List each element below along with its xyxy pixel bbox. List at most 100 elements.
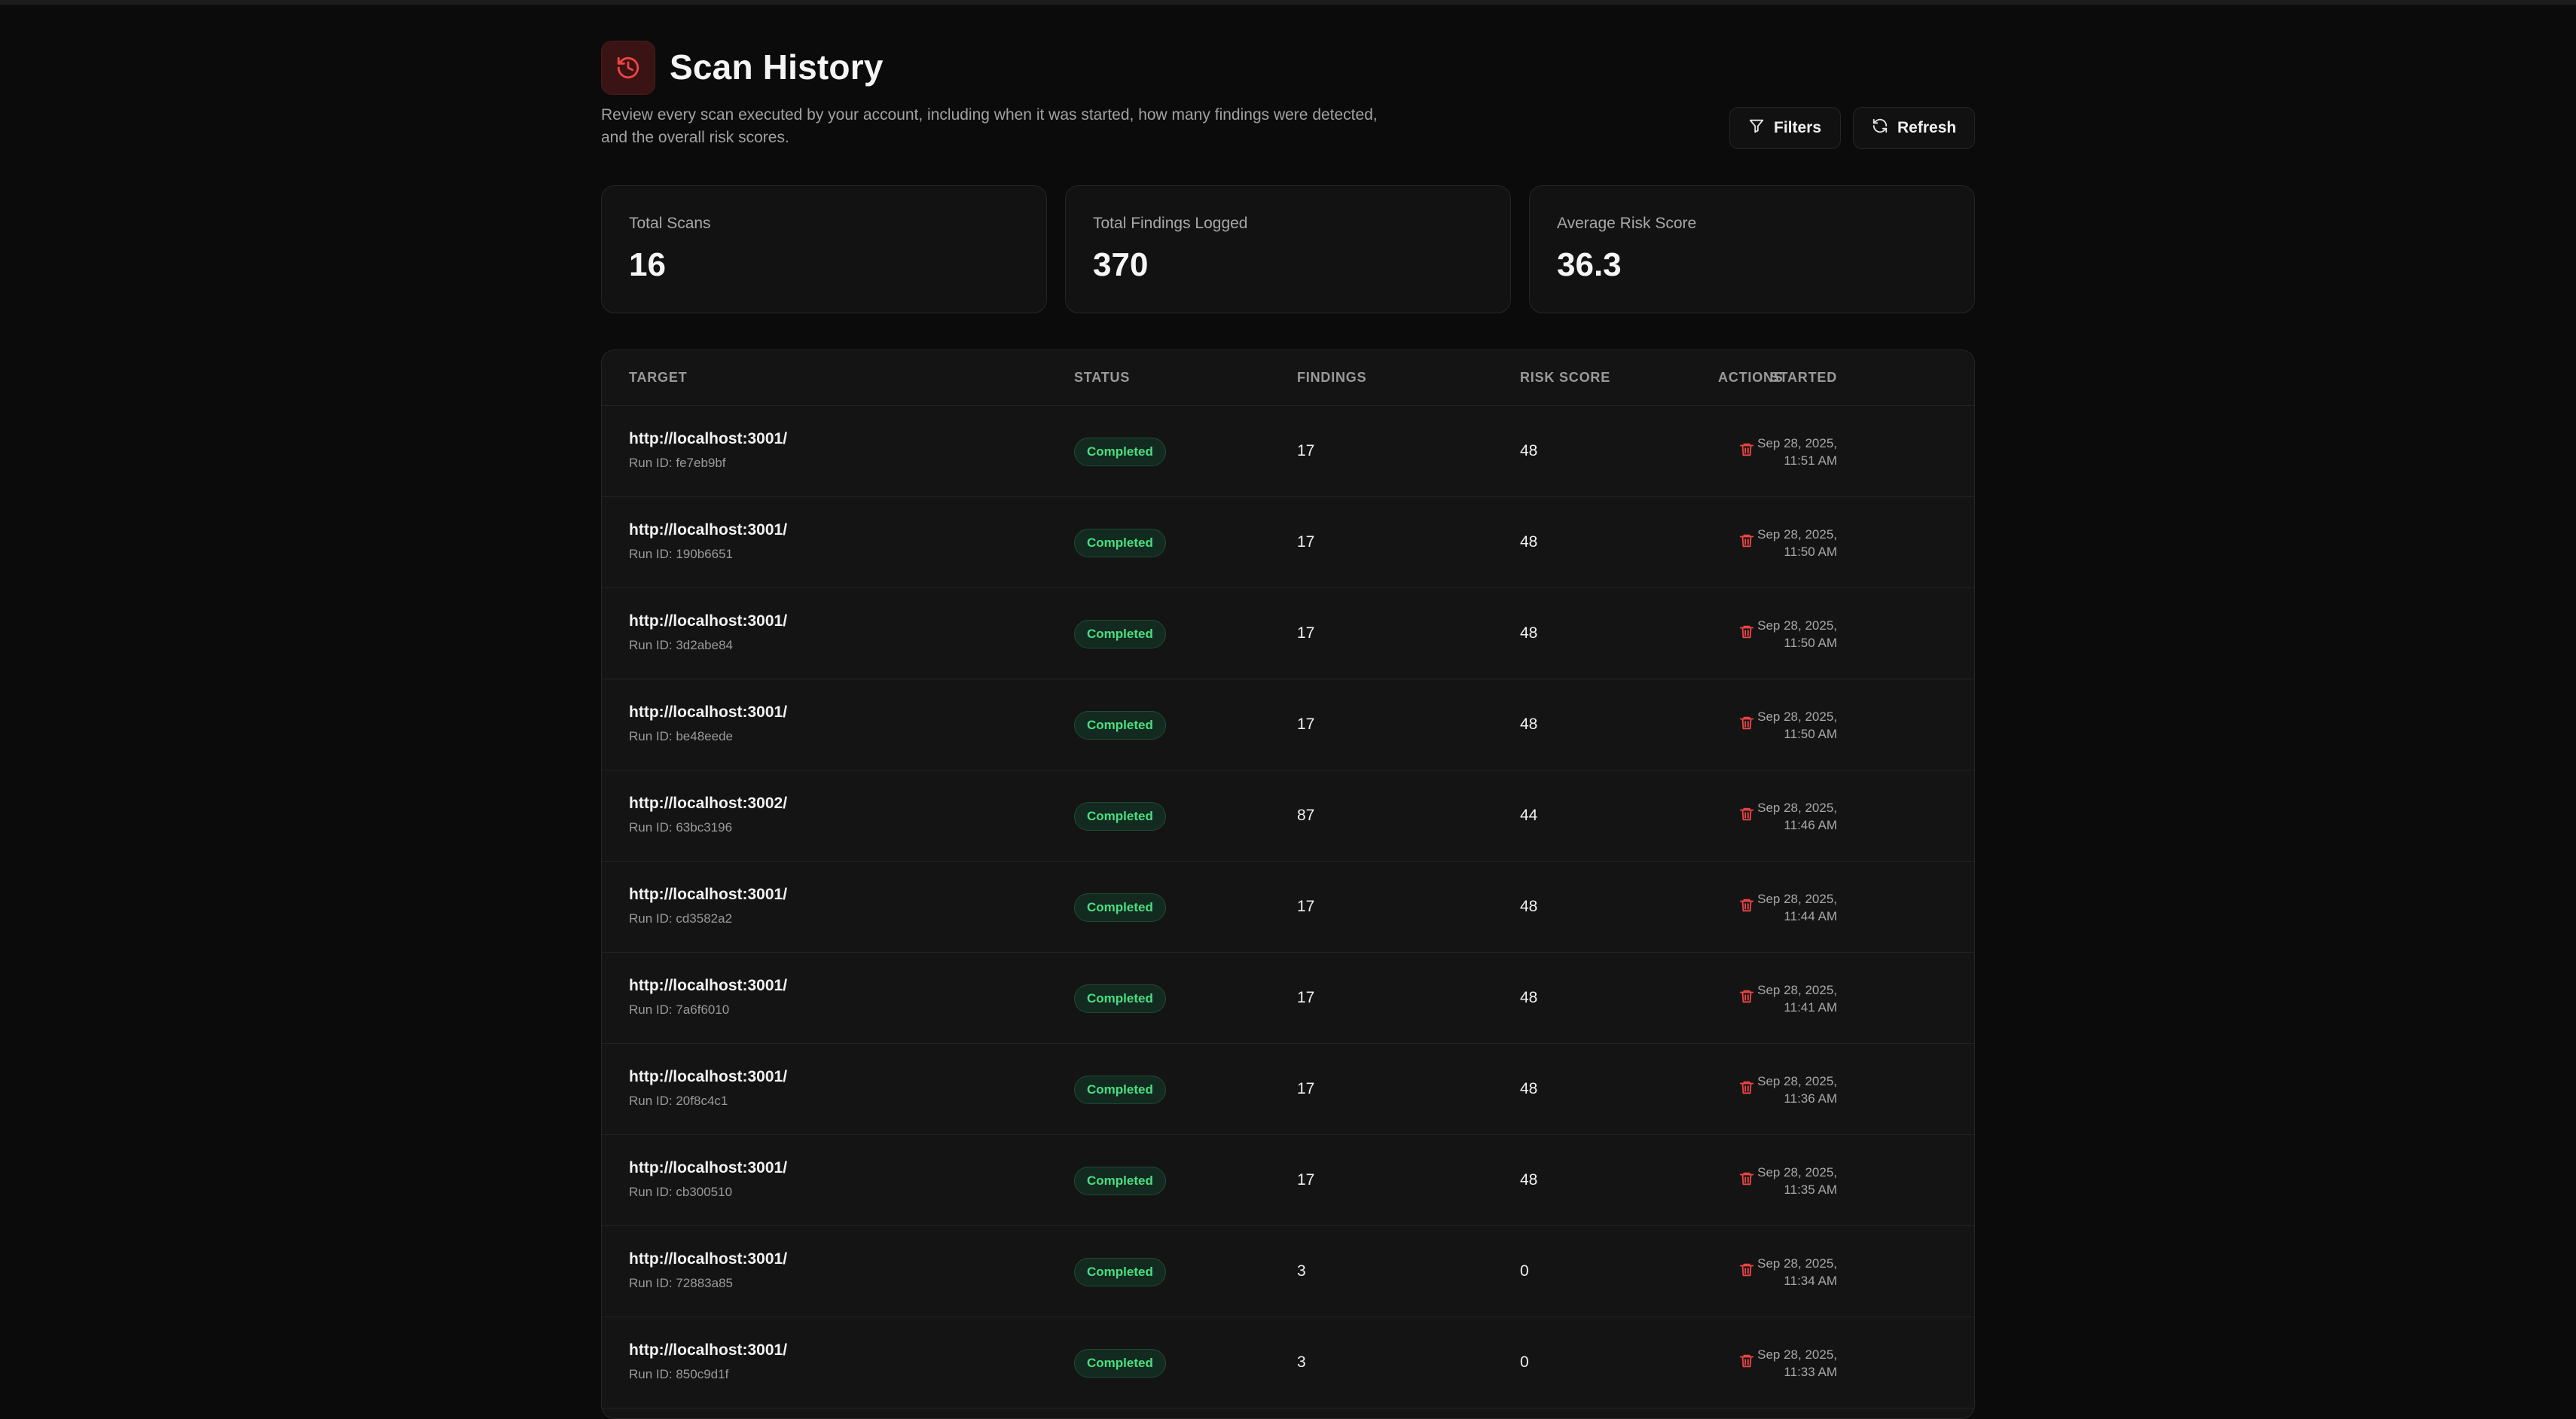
stat-label: Total Findings Logged — [1093, 215, 1248, 232]
table-row[interactable]: http://localhost:3001/Run ID: 190b6651 Co… — [602, 497, 1974, 588]
table-row[interactable]: http://localhost:3001/Run ID: cb300510 Co… — [602, 1135, 1974, 1226]
findings-count: 3 — [1297, 1262, 1306, 1280]
table-row[interactable]: http://localhost:3001/Run ID: fe7eb9bf Co… — [602, 406, 1974, 497]
started-date: Sep 28, 2025, — [1757, 618, 1837, 633]
status-badge: Completed — [1074, 620, 1166, 648]
delete-button[interactable] — [1735, 895, 1759, 919]
findings-count: 17 — [1297, 989, 1315, 1006]
started-date: Sep 28, 2025, — [1757, 1347, 1837, 1362]
risk-score: 48 — [1520, 716, 1538, 733]
table-row[interactable]: http://localhost:3001/Run ID: 20f8c4c1 Co… — [602, 1044, 1974, 1135]
table-row[interactable]: http://localhost:3002/Run ID: 63bc3196 Co… — [602, 771, 1974, 862]
filter-icon — [1748, 117, 1765, 139]
trash-icon — [1738, 715, 1755, 735]
target-url[interactable]: http://localhost:3002/ — [629, 795, 788, 812]
run-id: Run ID: cb300510 — [629, 1185, 733, 1199]
run-id: Run ID: 20f8c4c1 — [629, 1094, 728, 1108]
risk-score: 48 — [1520, 1080, 1538, 1097]
delete-button[interactable] — [1735, 804, 1759, 828]
delete-button[interactable] — [1735, 530, 1759, 554]
refresh-button[interactable]: Refresh — [1853, 107, 1975, 149]
started-timestamp: Sep 28, 2025, 11:50 AM — [1757, 526, 1837, 560]
started-time: 11:33 AM — [1784, 1365, 1837, 1379]
started-timestamp: Sep 28, 2025, 11:33 AM — [1757, 1346, 1837, 1381]
stat-card-total-findings: Total Findings Logged 370 — [1065, 185, 1511, 313]
started-timestamp: Sep 28, 2025, 11:36 AM — [1757, 1073, 1837, 1107]
started-time: 11:44 AM — [1784, 909, 1837, 923]
target-url[interactable]: http://localhost:3001/ — [629, 1341, 788, 1359]
findings-count: 17 — [1297, 442, 1315, 459]
trash-icon — [1738, 624, 1755, 644]
table-row[interactable]: http://localhost:3001/Run ID: 72883a85 Co… — [602, 1226, 1974, 1317]
refresh-label: Refresh — [1897, 119, 1957, 136]
status-badge: Completed — [1074, 438, 1166, 466]
status-badge: Completed — [1074, 1167, 1166, 1195]
trash-icon — [1738, 533, 1755, 553]
target-url[interactable]: http://localhost:3001/ — [629, 977, 788, 994]
target-url[interactable]: http://localhost:3001/ — [629, 521, 788, 539]
top-border — [0, 0, 2576, 5]
started-time: 11:51 AM — [1784, 453, 1837, 468]
stat-card-total-scans: Total Scans 16 — [601, 185, 1047, 313]
trash-icon — [1738, 1079, 1755, 1100]
target-url[interactable]: http://localhost:3001/ — [629, 886, 788, 903]
column-header-target[interactable]: TARGET — [629, 370, 688, 385]
run-id: Run ID: 3d2abe84 — [629, 638, 733, 652]
delete-button[interactable] — [1735, 1259, 1759, 1283]
target-url[interactable]: http://localhost:3001/ — [629, 1159, 788, 1176]
started-timestamp: Sep 28, 2025, 11:35 AM — [1757, 1164, 1837, 1198]
column-header-risk-score[interactable]: RISK SCORE — [1520, 370, 1611, 385]
trash-icon — [1738, 988, 1755, 1009]
table-row[interactable]: http://localhost:3001/Run ID: 3d2abe84 Co… — [602, 588, 1974, 679]
delete-button[interactable] — [1735, 986, 1759, 1010]
filters-button[interactable]: Filters — [1729, 107, 1841, 149]
findings-count: 17 — [1297, 1080, 1315, 1097]
risk-score: 48 — [1520, 533, 1538, 551]
status-badge: Completed — [1074, 984, 1166, 1013]
findings-count: 17 — [1297, 533, 1315, 551]
trash-icon — [1738, 1262, 1755, 1282]
delete-button[interactable] — [1735, 1168, 1759, 1192]
table-row[interactable]: http://localhost:3001/Run ID: 850c9d1f Co… — [602, 1317, 1974, 1408]
trash-icon — [1738, 1170, 1755, 1191]
column-header-findings[interactable]: FINDINGS — [1297, 370, 1367, 385]
target-cell: http://localhost:3001/Run ID: cd3582a2 — [629, 886, 787, 926]
target-url[interactable]: http://localhost:3001/ — [629, 1250, 788, 1268]
started-time: 11:50 AM — [1784, 545, 1837, 559]
started-timestamp: Sep 28, 2025, 11:41 AM — [1757, 981, 1837, 1016]
table-header: TARGET STATUS FINDINGS RISK SCORE STARTE… — [602, 350, 1974, 406]
started-date: Sep 28, 2025, — [1757, 1165, 1837, 1179]
started-date: Sep 28, 2025, — [1757, 1074, 1837, 1088]
target-url[interactable]: http://localhost:3001/ — [629, 1068, 788, 1085]
target-url[interactable]: http://localhost:3001/ — [629, 430, 788, 447]
trash-icon — [1738, 1353, 1755, 1373]
started-timestamp: Sep 28, 2025, 11:50 AM — [1757, 617, 1837, 652]
started-time: 11:35 AM — [1784, 1182, 1837, 1197]
table-row[interactable]: http://localhost:3001/Run ID: 7a6f6010 Co… — [602, 953, 1974, 1044]
stat-label: Total Scans — [629, 215, 711, 232]
column-header-status[interactable]: STATUS — [1074, 370, 1131, 385]
filters-label: Filters — [1774, 119, 1822, 136]
started-time: 11:50 AM — [1784, 636, 1837, 650]
delete-button[interactable] — [1735, 1077, 1759, 1101]
started-date: Sep 28, 2025, — [1757, 527, 1837, 542]
table-row[interactable]: http://localhost:3001/Run ID: cd3582a2 Co… — [602, 862, 1974, 953]
page-title: Scan History — [670, 47, 884, 87]
trash-icon — [1738, 441, 1755, 462]
column-header-started[interactable]: STARTED — [1769, 370, 1837, 385]
delete-button[interactable] — [1735, 621, 1759, 645]
stat-label: Average Risk Score — [1557, 215, 1697, 232]
delete-button[interactable] — [1735, 1350, 1759, 1375]
delete-button[interactable] — [1735, 439, 1759, 463]
trash-icon — [1738, 897, 1755, 917]
stat-card-average-risk: Average Risk Score 36.3 — [1529, 185, 1975, 313]
run-id: Run ID: 72883a85 — [629, 1276, 733, 1290]
page-container: Scan History Review every scan executed … — [601, 0, 1975, 1419]
table-row[interactable]: http://localhost:3001/Run ID: be48eede Co… — [602, 679, 1974, 771]
target-url[interactable]: http://localhost:3001/ — [629, 612, 788, 630]
target-url[interactable]: http://localhost:3001/ — [629, 703, 788, 721]
column-header-actions: ACTIONS — [1718, 370, 1784, 385]
risk-score: 48 — [1520, 989, 1538, 1006]
page-subtitle: Review every scan executed by your accou… — [601, 106, 1378, 146]
delete-button[interactable] — [1735, 713, 1759, 737]
